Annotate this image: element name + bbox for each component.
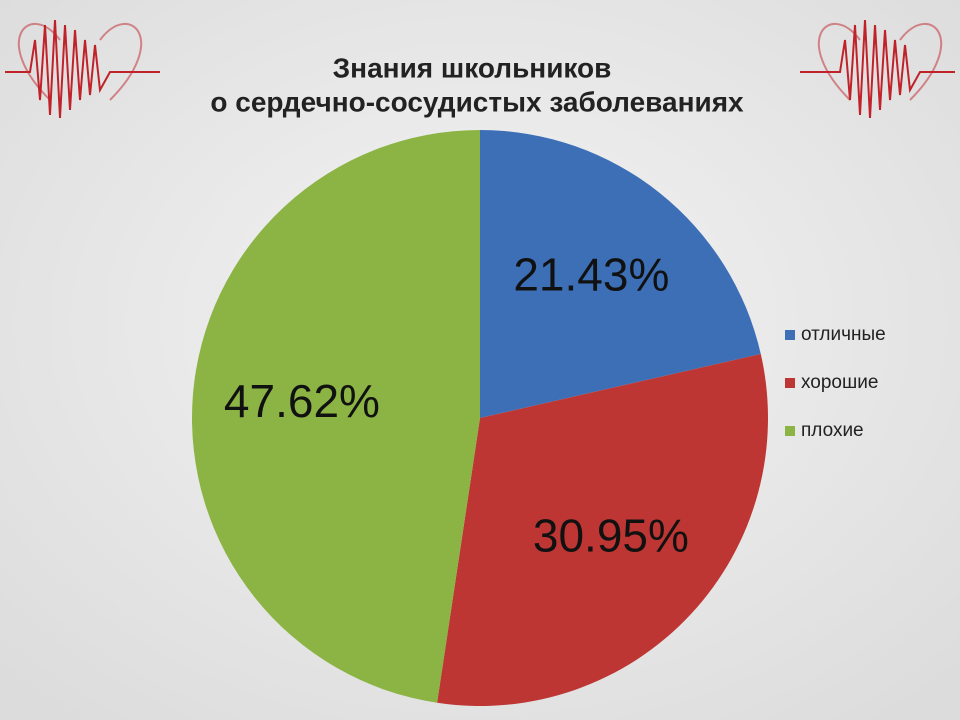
legend-label: хорошие (801, 372, 878, 393)
legend-swatch (785, 378, 795, 388)
legend-swatch (785, 330, 795, 340)
chart-title: о сердечно-сосудистых заболеваниях (210, 86, 744, 117)
legend-label: отличные (801, 324, 886, 345)
pie-slice (191, 129, 480, 703)
pie-slice (437, 353, 768, 706)
pie-slice (480, 130, 761, 418)
decor-heart-left (5, 19, 160, 119)
data-label: 21.43% (513, 249, 669, 301)
data-label: 30.95% (533, 510, 689, 562)
data-label: 47.62% (224, 375, 380, 427)
chart-title: Знания школьников (333, 52, 612, 83)
legend-label: плохие (801, 420, 864, 441)
legend-swatch (785, 426, 795, 436)
decor-heart-right (800, 19, 955, 119)
